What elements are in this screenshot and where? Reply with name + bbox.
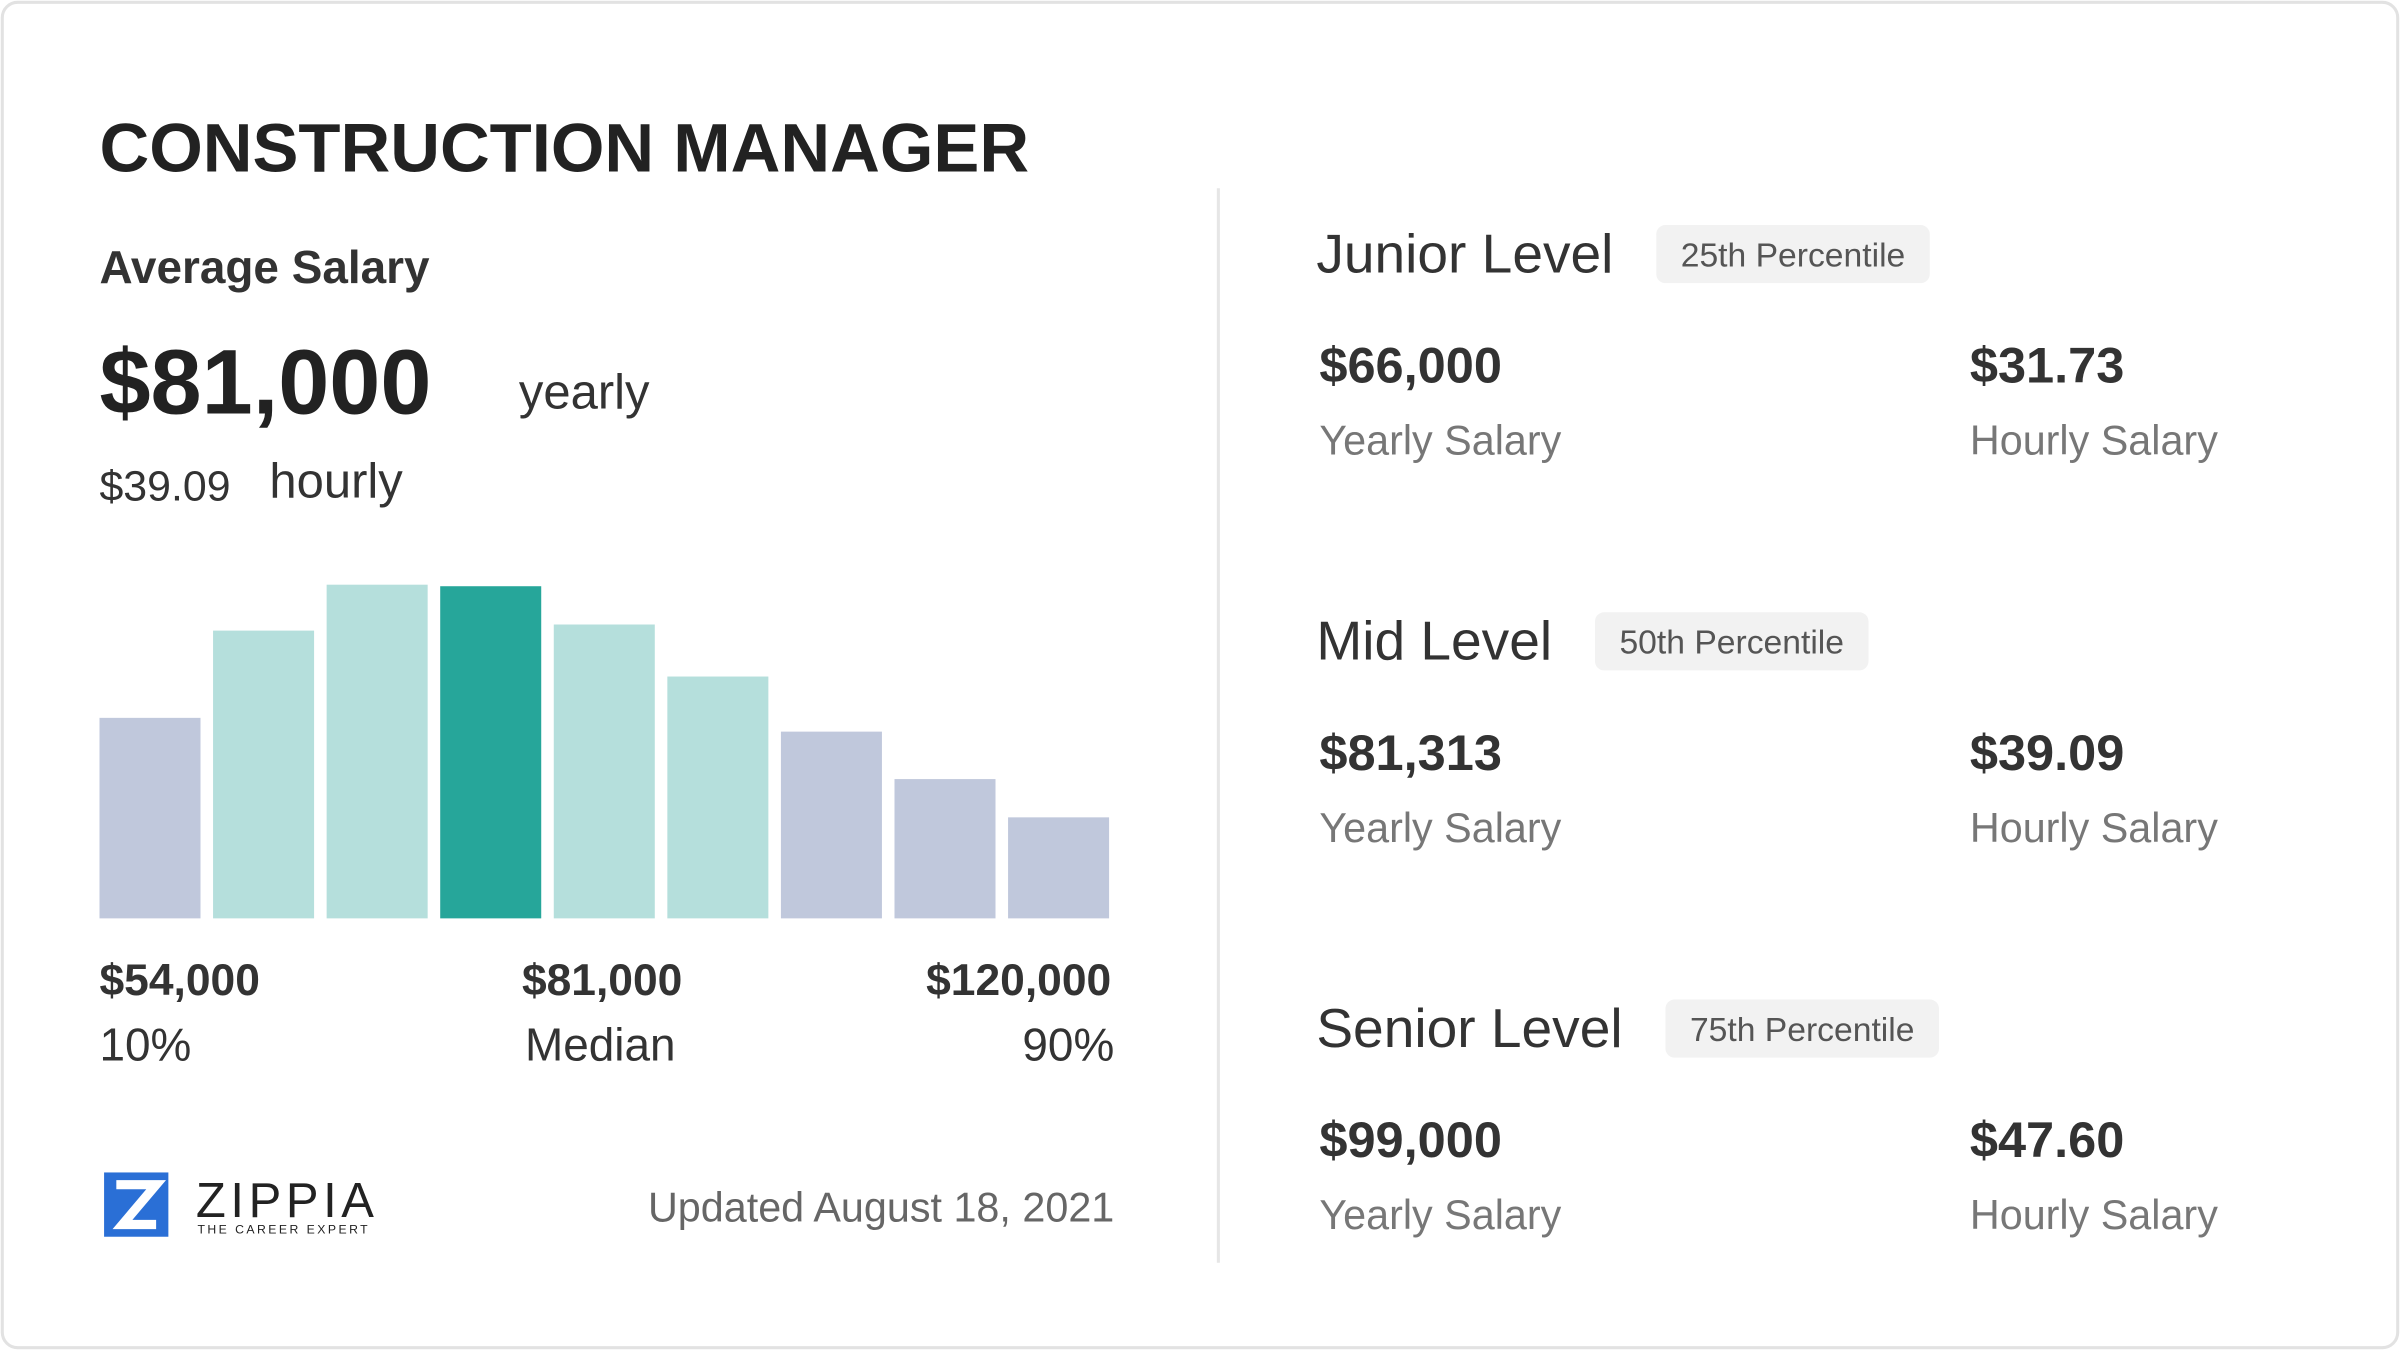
bar <box>99 717 201 919</box>
percentile-badge <box>1594 612 1869 671</box>
range-amount: $120,000 <box>926 956 1111 1005</box>
logo-name: ZIPPIA <box>196 1174 379 1228</box>
bar <box>1008 817 1110 919</box>
level-name: Senior Level <box>1316 997 1622 1059</box>
percentile: 50th Percentile <box>1619 625 1844 662</box>
hourly-label: Hourly Salary <box>1970 418 2218 464</box>
hourly-unit: hourly <box>269 454 403 508</box>
yearly-value: $99,000 <box>1319 1111 1502 1168</box>
bar <box>780 731 882 919</box>
level-name: Mid Level <box>1316 610 1552 672</box>
average-label: Average Salary <box>99 241 430 293</box>
percentile: 75th Percentile <box>1690 1012 1915 1049</box>
level-name: Junior Level <box>1316 222 1613 284</box>
hourly-value: $39.09 <box>1970 724 2124 781</box>
bar <box>213 630 315 919</box>
range-label: 10% <box>99 1019 191 1071</box>
yearly-value: $81,313 <box>1319 724 1502 781</box>
range-amount: $81,000 <box>522 956 682 1005</box>
bar <box>440 586 542 919</box>
bar <box>326 584 428 919</box>
bar <box>894 779 996 919</box>
logo-icon <box>104 1172 169 1237</box>
logo-tagline: THE CAREER EXPERT <box>197 1223 370 1237</box>
job-title: CONSTRUCTION MANAGER <box>99 109 1029 186</box>
hourly-value: $47.60 <box>1970 1111 2124 1168</box>
yearly-label: Yearly Salary <box>1319 418 1561 464</box>
percentile-badge <box>1665 999 1939 1058</box>
range-label: Median <box>525 1019 676 1071</box>
hourly-label: Hourly Salary <box>1970 805 2218 851</box>
range-label: 90% <box>1022 1019 1114 1071</box>
average-yearly: $81,000 <box>99 331 431 433</box>
yearly-unit: yearly <box>519 366 650 420</box>
hourly-label: Hourly Salary <box>1970 1192 2218 1238</box>
range-amount: $54,000 <box>99 956 259 1005</box>
percentile: 25th Percentile <box>1681 237 1906 274</box>
yearly-label: Yearly Salary <box>1319 805 1561 851</box>
bar <box>667 676 769 919</box>
percentile-badge <box>1656 225 1930 284</box>
yearly-value: $66,000 <box>1319 337 1502 394</box>
levels: Junior Level 25th Percentile $66,000 $31.73… <box>1316 222 2218 1238</box>
histogram <box>99 584 1110 919</box>
average-hourly: $39.09 <box>99 463 230 511</box>
yearly-label: Yearly Salary <box>1319 1192 1561 1238</box>
bar <box>553 624 655 919</box>
updated: Updated August 18, 2021 <box>648 1184 1114 1230</box>
hourly-value: $31.73 <box>1970 337 2124 394</box>
